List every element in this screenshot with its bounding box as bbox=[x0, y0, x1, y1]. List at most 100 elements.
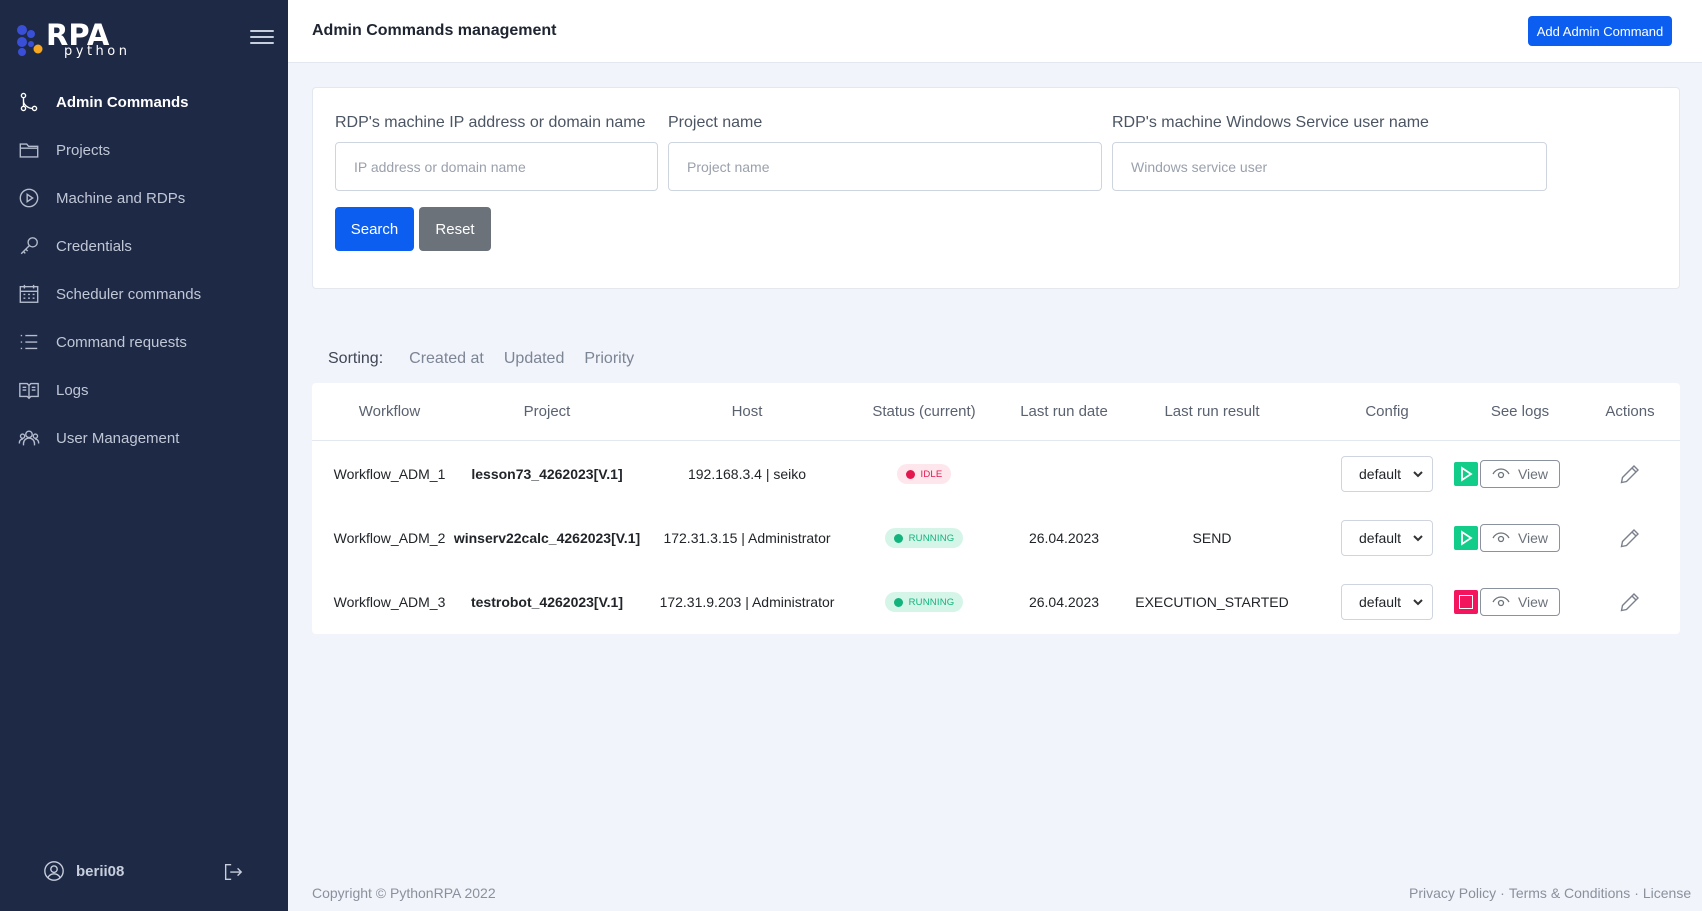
play-icon bbox=[1461, 530, 1473, 546]
user-avatar-icon bbox=[44, 861, 64, 881]
sidebar-item-projects[interactable]: Projects bbox=[0, 126, 288, 174]
chevron-down-icon bbox=[1413, 535, 1423, 542]
sort-option-created-at[interactable]: Created at bbox=[409, 350, 484, 367]
edit-pencil-icon[interactable] bbox=[1619, 591, 1641, 613]
actions-cell bbox=[1580, 442, 1680, 506]
eye-icon bbox=[1492, 596, 1510, 607]
service-user-input[interactable] bbox=[1112, 142, 1547, 191]
username: berii08 bbox=[76, 862, 125, 880]
stop-button[interactable] bbox=[1454, 590, 1478, 614]
table-row: Workflow_ADM_2 winserv22calc_4262023[V.1… bbox=[312, 506, 1680, 570]
edit-pencil-icon[interactable] bbox=[1619, 463, 1641, 485]
config-select[interactable]: default bbox=[1341, 456, 1433, 492]
view-logs-button[interactable]: View bbox=[1480, 460, 1560, 488]
sidebar-nav: Admin Commands Projects Machine and RDPs… bbox=[0, 78, 288, 462]
project-cell: winserv22calc_4262023[V.1] bbox=[453, 530, 641, 546]
status-text: RUNNING bbox=[908, 596, 955, 608]
logo[interactable]: RPA python bbox=[16, 18, 127, 60]
sidebar-item-credentials[interactable]: Credentials bbox=[0, 222, 288, 270]
ip-field-label: RDP's machine IP address or domain name bbox=[335, 114, 646, 131]
sidebar-item-label: Projects bbox=[56, 141, 111, 159]
admin-commands-table: Workflow Project Host Status (current) L… bbox=[312, 383, 1680, 634]
branch-icon bbox=[18, 91, 40, 113]
search-button[interactable]: Search bbox=[335, 207, 414, 251]
project-name-input[interactable] bbox=[668, 142, 1102, 191]
status-badge: RUNNING bbox=[884, 528, 964, 548]
filter-panel: RDP's machine IP address or domain name … bbox=[312, 87, 1680, 289]
last-run-result-cell bbox=[1132, 442, 1292, 506]
sidebar-item-label: Scheduler commands bbox=[56, 285, 202, 303]
column-header-see-logs: See logs bbox=[1490, 403, 1550, 420]
list-icon bbox=[18, 331, 40, 353]
status-cell: IDLE bbox=[844, 442, 1004, 506]
column-header-project: Project bbox=[523, 403, 571, 420]
workflow-cell: Workflow_ADM_1 bbox=[333, 466, 446, 482]
add-admin-command-button[interactable]: Add Admin Command bbox=[1528, 16, 1672, 46]
play-button[interactable] bbox=[1454, 462, 1478, 486]
project-cell: lesson73_4262023[V.1] bbox=[471, 466, 623, 482]
host-cell: 192.168.3.4 | seiko bbox=[687, 466, 807, 482]
sidebar-item-user-management[interactable]: User Management bbox=[0, 414, 288, 462]
column-header-status: Status (current) bbox=[872, 403, 976, 420]
column-header-last-run-date: Last run date bbox=[1020, 403, 1108, 420]
license-link[interactable]: License bbox=[1642, 885, 1692, 901]
config-select[interactable]: default bbox=[1341, 520, 1433, 556]
run-cell bbox=[1436, 570, 1496, 634]
column-header-host: Host bbox=[731, 403, 763, 420]
last-run-result-cell: EXECUTION_STARTED bbox=[1135, 594, 1289, 610]
logo-dots-icon bbox=[17, 25, 43, 56]
last-run-date-cell: 26.04.2023 bbox=[1028, 594, 1100, 610]
sidebar-item-admin-commands[interactable]: Admin Commands bbox=[0, 78, 288, 126]
play-button[interactable] bbox=[1454, 526, 1478, 550]
logo-text: RPA bbox=[46, 18, 110, 52]
sidebar-item-scheduler-commands[interactable]: Scheduler commands bbox=[0, 270, 288, 318]
view-logs-button[interactable]: View bbox=[1480, 524, 1560, 552]
sidebar-item-machine-and-rdps[interactable]: Machine and RDPs bbox=[0, 174, 288, 222]
users-icon bbox=[18, 427, 40, 449]
host-cell: 172.31.9.203 | Administrator bbox=[659, 594, 835, 610]
status-cell: RUNNING bbox=[844, 570, 1004, 634]
edit-pencil-icon[interactable] bbox=[1619, 527, 1641, 549]
menu-toggle-icon[interactable] bbox=[250, 30, 274, 48]
user-profile[interactable]: berii08 bbox=[43, 860, 124, 882]
status-dot-icon bbox=[905, 469, 915, 479]
sidebar-item-logs[interactable]: Logs bbox=[0, 366, 288, 414]
column-header-workflow: Workflow bbox=[358, 403, 421, 420]
logs-cell: View bbox=[1460, 442, 1580, 506]
header-divider bbox=[312, 440, 1680, 441]
actions-cell bbox=[1580, 570, 1680, 634]
page-title: Admin Commands management bbox=[312, 22, 557, 39]
status-badge: IDLE bbox=[896, 464, 952, 484]
privacy-policy-link[interactable]: Privacy Policy bbox=[1409, 885, 1497, 901]
sidebar-item-label: Admin Commands bbox=[56, 93, 189, 111]
actions-cell bbox=[1580, 506, 1680, 570]
project-cell: testrobot_4262023[V.1] bbox=[470, 594, 623, 610]
table-row: Workflow_ADM_3 testrobot_4262023[V.1] 17… bbox=[312, 570, 1680, 634]
workflow-cell: Workflow_ADM_3 bbox=[333, 594, 446, 610]
sidebar-item-label: Credentials bbox=[56, 237, 132, 255]
sidebar-item-command-requests[interactable]: Command requests bbox=[0, 318, 288, 366]
status-dot-icon bbox=[893, 597, 903, 607]
copyright-text: Copyright © PythonRPA 2022 bbox=[312, 885, 496, 901]
footer-separator: · bbox=[1634, 885, 1639, 901]
ip-address-input[interactable] bbox=[335, 142, 658, 191]
config-select[interactable]: default bbox=[1341, 584, 1433, 620]
sort-option-priority[interactable]: Priority bbox=[584, 350, 635, 367]
status-text: IDLE bbox=[920, 468, 943, 480]
sorting-bar: Sorting: Created at Updated Priority bbox=[328, 350, 654, 368]
sidebar-item-label: Logs bbox=[56, 381, 89, 399]
config-cell: default bbox=[1312, 442, 1462, 506]
logout-icon[interactable] bbox=[222, 861, 244, 883]
column-header-actions: Actions bbox=[1605, 403, 1655, 420]
play-circle-icon bbox=[18, 187, 40, 209]
sort-option-updated[interactable]: Updated bbox=[503, 350, 565, 367]
sidebar: RPA python Admin Commands Projects Machi… bbox=[0, 0, 288, 911]
reset-button[interactable]: Reset bbox=[419, 207, 491, 251]
host-cell: 172.31.3.15 | Administrator bbox=[663, 530, 831, 546]
terms-link[interactable]: Terms & Conditions bbox=[1508, 885, 1631, 901]
status-text: RUNNING bbox=[908, 532, 955, 544]
stop-icon bbox=[1459, 595, 1473, 609]
view-logs-button[interactable]: View bbox=[1480, 588, 1560, 616]
service-user-field-label: RDP's machine Windows Service user name bbox=[1112, 114, 1429, 131]
footer-separator: · bbox=[1500, 885, 1505, 901]
